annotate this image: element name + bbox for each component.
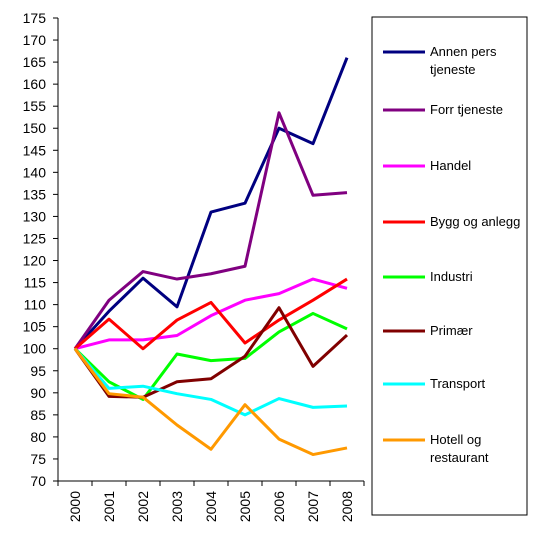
legend-label: Transport [430, 376, 486, 391]
legend-label: Bygg og anlegg [430, 214, 521, 229]
y-tick-label: 80 [30, 429, 46, 445]
x-tick-label: 2005 [237, 491, 253, 522]
y-tick-label: 75 [30, 451, 46, 467]
y-tick-label: 130 [23, 208, 47, 224]
legend-label: Hotell og restaurant [430, 432, 489, 465]
y-tick-label: 95 [30, 363, 46, 379]
y-tick-label: 105 [23, 319, 47, 335]
y-tick-label: 150 [23, 120, 47, 136]
legend-label: Forr tjeneste [430, 102, 503, 117]
series-line [73, 347, 348, 417]
x-tick-label: 2002 [135, 491, 151, 522]
y-tick-label: 155 [23, 98, 47, 114]
legend-label: Primær [430, 323, 473, 338]
x-tick-label: 2006 [271, 491, 287, 522]
y-tick-label: 175 [23, 10, 47, 26]
y-tick-label: 125 [23, 230, 47, 246]
series-line [73, 306, 349, 399]
legend-label: Handel [430, 158, 472, 173]
y-tick-label: 165 [23, 54, 47, 70]
y-tick-label: 140 [23, 164, 47, 180]
y-tick-label: 135 [23, 186, 47, 202]
x-tick-label: 2004 [203, 491, 219, 522]
x-tick-label: 2003 [169, 491, 185, 522]
series-line [74, 277, 348, 351]
series-line [73, 57, 349, 350]
x-tick-label: 2000 [67, 491, 83, 522]
y-tick-label: 90 [30, 385, 46, 401]
y-tick-label: 100 [23, 341, 47, 357]
y-tick-label: 120 [23, 253, 47, 269]
y-tick-label: 115 [24, 275, 47, 291]
series-line [73, 111, 348, 350]
legend-label: Industri [430, 269, 473, 284]
y-tick-label: 145 [23, 142, 47, 158]
x-tick-label: 2008 [339, 491, 355, 522]
series-line [73, 347, 348, 457]
y-tick-label: 160 [23, 76, 47, 92]
x-tick-label: 2007 [305, 491, 321, 522]
legend-box [371, 16, 528, 516]
y-tick-label: 110 [24, 297, 47, 313]
x-tick-label: 2001 [101, 491, 117, 522]
legend-label: Annen pers tjeneste [430, 44, 497, 77]
y-tick-label: 85 [30, 407, 46, 423]
y-tick-label: 70 [30, 473, 46, 489]
series-line [74, 277, 348, 351]
y-tick-label: 170 [23, 32, 47, 48]
